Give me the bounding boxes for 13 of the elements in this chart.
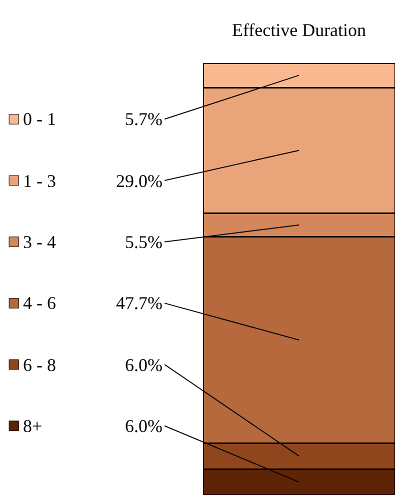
legend-label: 6 - 8: [23, 355, 56, 375]
legend-label: 3 - 4: [23, 232, 56, 252]
data-label: 5.5%: [125, 232, 162, 252]
data-label: 6.0%: [125, 355, 162, 375]
data-label: 47.7%: [116, 293, 162, 313]
legend-label: 1 - 3: [23, 171, 56, 191]
legend-label: 0 - 1: [23, 109, 56, 129]
legend-label: 4 - 6: [23, 293, 56, 313]
chart-title: Effective Duration: [232, 20, 366, 40]
data-label: 6.0%: [125, 416, 162, 436]
data-label: 29.0%: [116, 171, 162, 191]
data-label: 5.7%: [125, 109, 162, 129]
legend-label: 8+: [23, 416, 42, 436]
